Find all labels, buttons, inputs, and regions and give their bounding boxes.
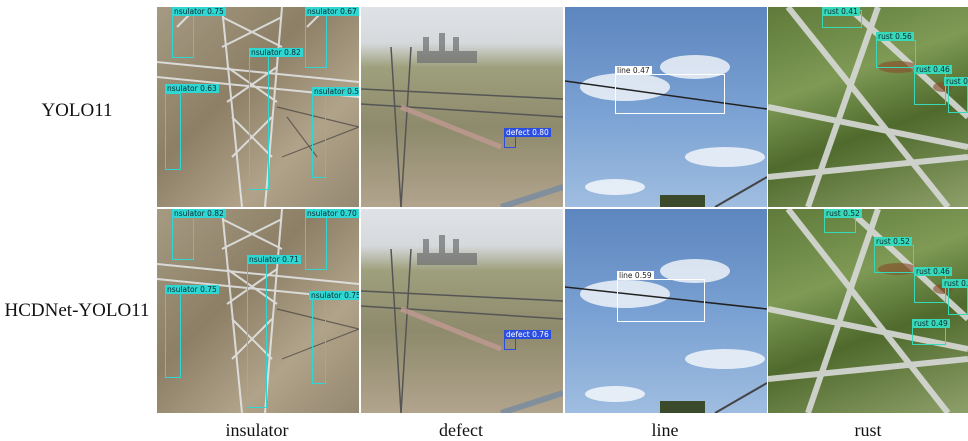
detection-box: [247, 263, 267, 408]
detection-box: [504, 136, 516, 148]
detection-label: nsulator 0.75: [172, 7, 226, 16]
detection-label: nsulator 0.67: [305, 7, 359, 16]
detection-box: [876, 40, 916, 68]
row-label-yolo11: YOLO11: [41, 100, 113, 121]
detection-label: line 0.47: [615, 66, 652, 75]
detection-label: defect 0.76: [504, 330, 551, 339]
detection-box: [874, 245, 914, 273]
detection-box: [912, 327, 946, 345]
detection-box: [617, 279, 705, 322]
detection-label: rust 0.46: [914, 65, 952, 74]
detection-label: nsulator 0.70: [305, 209, 359, 218]
landscape-illustration: [361, 235, 563, 413]
detection-box: [172, 215, 194, 260]
sky-illustration: [565, 259, 767, 413]
detection-box: [948, 85, 968, 113]
detection-box: [312, 95, 326, 178]
detection-label: rust 0.56: [876, 32, 914, 41]
detection-label: rust 0.5: [944, 77, 968, 86]
steel-frame-illustration: [768, 7, 968, 207]
detection-box: [305, 13, 327, 68]
detection-box: [165, 293, 181, 378]
detection-label: rust 0.46: [914, 267, 952, 276]
row-label-hcdnet-yolo11: HCDNet-YOLO11: [4, 300, 150, 321]
detection-label: nsulator 0.71: [247, 255, 301, 264]
detection-box: [165, 93, 181, 170]
detection-label: rust 0.46: [942, 279, 968, 288]
detection-label: rust 0.52: [874, 237, 912, 246]
detection-box: [172, 13, 194, 58]
detection-box: [615, 74, 725, 114]
sky-illustration: [565, 55, 767, 207]
detection-box: [948, 287, 968, 315]
panel-yolo11-insulator: nsulator 0.75 nsulator 0.67 nsulator 0.8…: [157, 7, 359, 207]
detection-label: rust 0.41: [822, 7, 860, 16]
detection-box: [504, 338, 516, 350]
detection-box: [249, 55, 269, 190]
detection-box: [914, 73, 946, 105]
col-label-line: line: [651, 420, 679, 440]
panel-hcdnet-defect: defect 0.76: [361, 209, 563, 413]
detection-label: nsulator 0.75: [165, 285, 219, 294]
steel-frame-illustration: [768, 209, 968, 413]
panel-hcdnet-rust: rust 0.52 rust 0.52 rust 0.46 rust 0.49 …: [768, 209, 968, 413]
detection-label: rust 0.52: [824, 209, 862, 218]
detection-box: [305, 215, 327, 270]
col-label-defect: defect: [439, 420, 483, 440]
panel-yolo11-line: line 0.47: [565, 7, 767, 207]
col-label-insulator: insulator: [225, 420, 289, 440]
detection-label: nsulator 0.82: [249, 48, 303, 57]
col-label-rust: rust: [854, 420, 882, 440]
panel-hcdnet-insulator: nsulator 0.82 nsulator 0.70 nsulator 0.7…: [157, 209, 359, 413]
detection-label: nsulator 0.75: [309, 291, 359, 300]
detection-label: rust 0.49: [912, 319, 950, 328]
detection-label: nsulator 0.82: [172, 209, 226, 218]
detection-label: line 0.59: [617, 271, 654, 280]
landscape-illustration: [361, 33, 563, 207]
panel-yolo11-rust: rust 0.41 rust 0.56 rust 0.46 rust 0.5: [768, 7, 968, 207]
detection-label: nsulator 0.56: [312, 87, 359, 96]
panel-hcdnet-line: line 0.59: [565, 209, 767, 413]
detection-label: defect 0.80: [504, 128, 551, 137]
detection-label: nsulator 0.63: [165, 84, 219, 93]
panel-yolo11-defect: defect 0.80: [361, 7, 563, 207]
tower-illustration: [157, 209, 359, 413]
detection-box: [312, 299, 326, 384]
